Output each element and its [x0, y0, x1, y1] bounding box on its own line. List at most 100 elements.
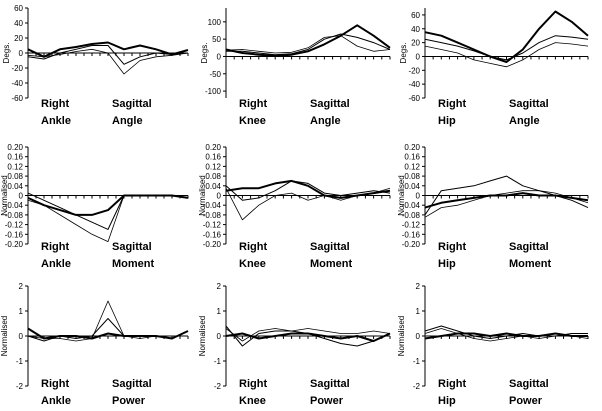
y-tick-label: -0.12 — [402, 221, 421, 230]
y-tick-label: -40 — [408, 80, 420, 89]
caption-joint: Knee — [239, 395, 266, 407]
series-line-thin — [27, 48, 189, 75]
series-line-thick — [225, 24, 391, 57]
y-tick-label: -0.12 — [5, 221, 24, 230]
caption-joint: Hip — [438, 258, 456, 270]
caption-plane: Sagittal — [310, 241, 350, 253]
y-tick-label: -1 — [413, 357, 421, 366]
y-tick-label: -0.04 — [203, 201, 222, 210]
caption-plane: Sagittal — [310, 98, 350, 110]
series-line-medium — [225, 180, 391, 201]
caption-plane: Sagittal — [509, 378, 549, 390]
series-line-medium — [424, 325, 588, 339]
caption-measure: Moment — [310, 258, 353, 270]
y-tick-label: 50 — [212, 35, 221, 44]
y-tick-label: 2 — [217, 282, 222, 291]
y-axis-label: Normalised — [0, 316, 9, 356]
panel-ankle-angle: -60 -40 -20 0 20 40 60 Degs. Right Sagittal Ankle A… — [2, 4, 189, 127]
y-tick-label: -2 — [413, 382, 421, 391]
caption-plane: Sagittal — [112, 241, 152, 253]
caption-measure: Angle — [112, 115, 143, 127]
caption-measure: Power — [112, 395, 146, 407]
series-line-thin — [424, 328, 589, 342]
y-tick-label: 0.08 — [205, 172, 221, 181]
y-tick-label: 20 — [411, 39, 420, 48]
y-tick-label: -0.08 — [402, 211, 421, 220]
caption-joint: Knee — [239, 115, 266, 127]
series-line-thick — [424, 192, 589, 209]
caption-measure: Moment — [112, 258, 155, 270]
caption-joint: Hip — [438, 395, 456, 407]
series-line-thin — [225, 328, 391, 342]
series-line-thick — [27, 327, 189, 340]
y-tick-label: -0.20 — [402, 240, 421, 249]
y-tick-label: -60 — [11, 94, 23, 103]
panel-ankle-moment: -0.20-0.16-0.12-0.08-0.0400.040.080.120.… — [0, 143, 189, 270]
y-tick-label: 0.16 — [7, 153, 23, 162]
panel-knee-angle: -100 -50 0 50 100 Degs. Right Sagittal Knee Angle — [200, 8, 391, 127]
caption-plane: Sagittal — [112, 378, 152, 390]
series-line-medium — [27, 192, 188, 230]
series-line-thin — [424, 42, 589, 68]
y-tick-label: 0 — [217, 332, 222, 341]
panel-knee-moment: -0.20-0.16-0.12-0.08-0.0400.040.080.120.… — [198, 143, 391, 270]
y-axis-label: Degs. — [2, 43, 11, 64]
y-tick-label: -0.08 — [203, 211, 222, 220]
series-line-medium — [424, 35, 589, 61]
series-line-thick — [424, 332, 588, 340]
series-line-thin — [424, 190, 589, 218]
y-tick-label: -0.20 — [5, 240, 24, 249]
y-tick-label: 0.16 — [205, 153, 221, 162]
y-tick-label: -0.20 — [203, 240, 222, 249]
y-tick-label: 60 — [411, 11, 420, 20]
y-tick-label: -60 — [408, 94, 420, 103]
series-line-medium — [226, 33, 391, 56]
panel-ankle-power: -2 -1 0 1 2 Normalised Right Sagittal Ankle Power — [0, 282, 189, 407]
y-tick-label: 2 — [416, 282, 421, 291]
caption-side: Right — [41, 378, 69, 390]
y-axis-label: Degs. — [399, 43, 408, 64]
y-tick-label: -0.08 — [5, 211, 24, 220]
caption-plane: Sagittal — [509, 241, 549, 253]
series-line-thin — [225, 187, 391, 221]
y-tick-label: 1 — [19, 307, 24, 316]
y-tick-label: 0.12 — [404, 162, 420, 171]
caption-joint: Knee — [239, 258, 266, 270]
caption-side: Right — [239, 241, 267, 253]
y-tick-label: 2 — [19, 282, 24, 291]
y-tick-label: 20 — [14, 34, 23, 43]
caption-joint: Ankle — [41, 395, 71, 407]
panel-hip-angle: -60 -40 -20 0 20 40 60 Degs. Right Sagittal Hip Ang… — [399, 8, 589, 127]
caption-side: Right — [438, 241, 466, 253]
y-axis-label: Normalised — [198, 175, 207, 215]
y-tick-label: 0 — [416, 52, 421, 61]
y-tick-label: -20 — [11, 64, 23, 73]
series-line-thick — [424, 10, 589, 63]
caption-measure: Power — [310, 395, 344, 407]
y-tick-label: 1 — [416, 307, 421, 316]
caption-side: Right — [41, 98, 69, 110]
series-line-medium — [225, 325, 391, 347]
y-axis-label: Normalised — [397, 175, 406, 215]
panel-knee-power: -2 -1 0 1 2 Normalised Right Sagittal Knee Power — [198, 282, 391, 407]
y-tick-label: 1 — [217, 307, 222, 316]
y-tick-label: 0 — [416, 332, 421, 341]
series-line-thin — [225, 35, 391, 54]
caption-plane: Sagittal — [310, 378, 350, 390]
y-tick-label: 0.20 — [205, 143, 221, 152]
y-tick-label: -0.16 — [203, 230, 222, 239]
y-tick-label: 0 — [19, 192, 24, 201]
caption-joint: Ankle — [41, 115, 71, 127]
y-tick-label: 0 — [19, 49, 24, 58]
y-tick-label: 0 — [217, 192, 222, 201]
y-tick-label: 0 — [416, 192, 421, 201]
caption-measure: Power — [509, 395, 543, 407]
y-tick-label: 0.20 — [7, 143, 23, 152]
y-axis-label: Normalised — [397, 316, 406, 356]
y-tick-label: 0.12 — [7, 162, 23, 171]
y-tick-label: 100 — [208, 18, 222, 27]
y-tick-label: 0.04 — [205, 182, 221, 191]
caption-side: Right — [239, 378, 267, 390]
y-tick-label: -1 — [214, 357, 222, 366]
